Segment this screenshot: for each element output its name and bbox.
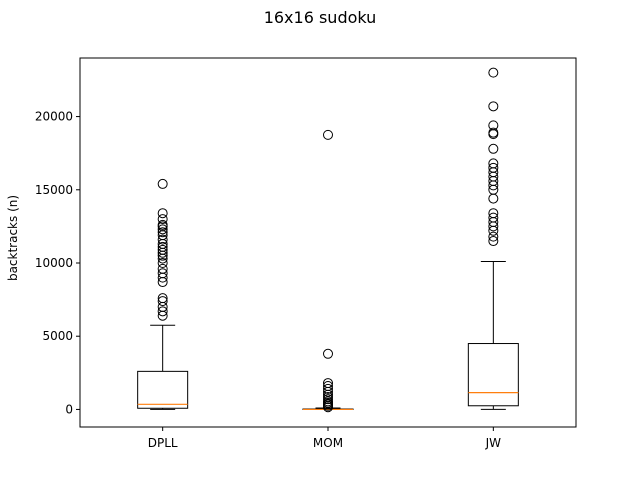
- outlier-point: [157, 306, 168, 317]
- x-tick-label: DPLL: [148, 436, 178, 450]
- outlier-point: [157, 293, 168, 304]
- x-tick-label: JW: [485, 436, 502, 450]
- box-dpll: [137, 178, 189, 410]
- outlier-point: [323, 348, 333, 359]
- outlier-point: [323, 378, 333, 389]
- outlier-point: [488, 120, 499, 131]
- outlier-point: [488, 67, 499, 78]
- y-axis-label: backtracks (n): [6, 195, 20, 281]
- outlier-point: [488, 231, 499, 242]
- outlier-point: [157, 241, 168, 252]
- y-tick-label: 0: [65, 402, 73, 416]
- outlier-point: [323, 383, 333, 394]
- plot-area: 0 5000 10000 15000 20000 DPLL MOM JW: [35, 57, 577, 450]
- outlier-point: [157, 224, 168, 235]
- outlier-point: [157, 244, 168, 255]
- outlier-point: [157, 268, 168, 279]
- outlier-point: [157, 214, 168, 225]
- outlier-point: [323, 394, 333, 405]
- y-tick-label: 15000: [35, 183, 73, 197]
- outlier-point: [488, 101, 499, 112]
- y-tick-label: 10000: [35, 256, 73, 270]
- outlier-point: [488, 158, 499, 169]
- x-tick-label: MOM: [313, 436, 343, 450]
- outlier-point: [323, 391, 333, 402]
- outlier-point: [323, 396, 333, 407]
- y-tick-label: 20000: [35, 110, 73, 124]
- box-mom: [302, 129, 354, 413]
- outlier-point: [323, 381, 333, 391]
- outlier-point: [488, 127, 499, 138]
- outlier-point: [157, 258, 168, 268]
- box-jw: [467, 67, 519, 410]
- outlier-point: [157, 263, 168, 274]
- outlier-point: [488, 212, 499, 223]
- outlier-point: [488, 162, 499, 173]
- chart-title: 16x16 sudoku: [264, 8, 377, 27]
- iqr-box: [137, 370, 189, 409]
- y-tick-label: 5000: [42, 329, 73, 343]
- outlier-point: [488, 236, 499, 247]
- outlier-point: [157, 296, 168, 307]
- outlier-point: [157, 219, 168, 230]
- outlier-point: [157, 234, 168, 245]
- outlier-point: [488, 143, 499, 154]
- outlier-point: [157, 227, 168, 238]
- outlier-point: [157, 178, 168, 189]
- outlier-point: [157, 208, 168, 219]
- iqr-box: [467, 343, 519, 407]
- outlier-point: [323, 129, 333, 140]
- outlier-point: [488, 208, 499, 219]
